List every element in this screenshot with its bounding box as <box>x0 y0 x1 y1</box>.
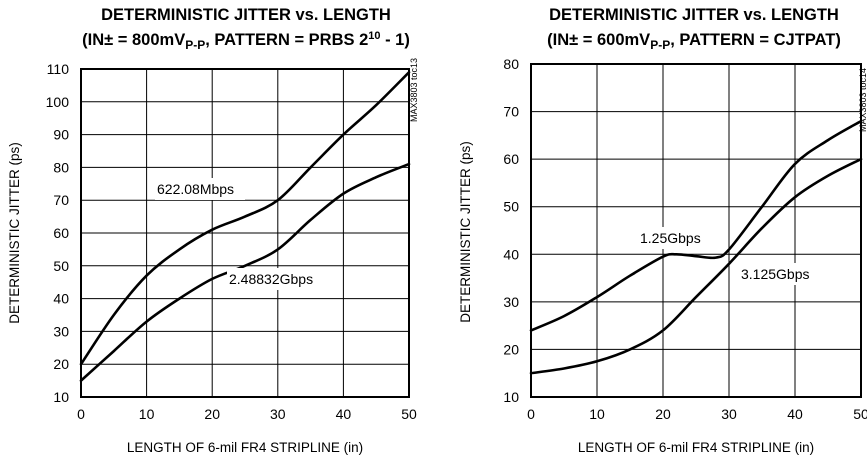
chart-right-y-tick-2: 30 <box>503 294 519 310</box>
chart-right-subtitle-c: , PATTERN = CJTPAT) <box>670 31 841 49</box>
chart-right-y-tick-0: 10 <box>503 389 519 405</box>
chart-left-y-tick-1: 20 <box>53 356 69 372</box>
chart-left-y-tick-7: 80 <box>53 159 69 175</box>
chart-right-curve-3-125gbps <box>529 157 863 375</box>
chart-right-y-tick-4: 50 <box>503 199 519 215</box>
chart-left-y-tick-3: 40 <box>53 291 69 307</box>
chart-left-x-ticks: 0 10 20 30 40 50 <box>77 406 417 422</box>
chart-left-y-tick-2: 30 <box>53 323 69 339</box>
chart-left-series-label-2488: 2.48832Gbps <box>229 271 313 287</box>
chart-left-label-bg-2 <box>227 268 316 290</box>
chart-right-label-bg-2 <box>739 263 815 285</box>
chart-left-x-axis-label: LENGTH OF 6-mil FR4 STRIPLINE (in) <box>127 440 363 455</box>
chart-left-subtitle-e: - 1) <box>381 31 410 49</box>
chart-left-y-tick-0: 10 <box>53 389 69 405</box>
chart-left-x-tick-4: 40 <box>336 406 352 422</box>
chart-right-x-tick-1: 10 <box>589 406 605 422</box>
chart-right-curve-1-25gbps <box>529 119 863 332</box>
chart-right-x-axis-label: LENGTH OF 6-mil FR4 STRIPLINE (in) <box>578 440 814 455</box>
chart-right-y-tick-3: 40 <box>503 246 519 262</box>
chart-right: DETERMINISTIC JITTER vs. LENGTH (IN± = 6… <box>458 6 867 455</box>
chart-right-label-bg-1 <box>638 227 706 249</box>
chart-right-y-tick-5: 60 <box>503 151 519 167</box>
chart-left-plot-frame <box>80 68 410 398</box>
chart-left-y-tick-6: 70 <box>53 192 69 208</box>
chart-left-curve-622-08mbps <box>79 71 411 366</box>
chart-left-y-tick-9: 100 <box>46 94 70 110</box>
chart-right-x-ticks: 0 10 20 30 40 50 <box>527 406 867 422</box>
chart-left-y-tick-10: 110 <box>47 61 70 77</box>
chart-right-curves <box>529 119 863 375</box>
chart-left-y-tick-8: 90 <box>53 127 69 143</box>
chart-left-subtitle-a: (IN± = 800mV <box>82 31 185 49</box>
chart-left-watermark: MAX3803 toc13 <box>409 58 419 122</box>
chart-right-series-label-3125: 3.125Gbps <box>741 266 810 282</box>
chart-right-watermark: MAX3803 toc14 <box>858 68 867 132</box>
chart-right-y-tick-6: 70 <box>503 104 519 120</box>
chart-left-x-tick-5: 50 <box>401 406 417 422</box>
chart-right-subtitle-a: (IN± = 600mV <box>547 31 650 49</box>
chart-right-subtitle: (IN± = 600mVP-P, PATTERN = CJTPAT) <box>547 31 841 52</box>
chart-left-subtitle-b: P-P <box>185 38 205 52</box>
chart-right-x-tick-2: 20 <box>655 406 671 422</box>
chart-right-y-tick-1: 20 <box>503 341 519 357</box>
chart-left-series-label-622: 622.08Mbps <box>157 181 234 197</box>
chart-right-title: DETERMINISTIC JITTER vs. LENGTH <box>549 6 839 24</box>
chart-left-y-axis-label: DETERMINISTIC JITTER (ps) <box>7 142 22 324</box>
chart-left-x-tick-0: 0 <box>77 406 85 422</box>
chart-right-x-tick-4: 40 <box>787 406 803 422</box>
chart-right-y-ticks: 10 20 30 40 50 60 70 80 <box>503 56 519 405</box>
chart-right-y-tick-7: 80 <box>503 56 519 72</box>
chart-right-series-label-125: 1.25Gbps <box>640 230 701 246</box>
chart-left-y-ticks: 10 20 30 40 50 60 70 80 90 100 110 <box>46 61 70 405</box>
chart-left-curve-2-48832gbps <box>79 162 411 382</box>
chart-left-x-tick-3: 30 <box>270 406 286 422</box>
chart-right-subtitle-b: P-P <box>650 38 670 52</box>
chart-right-x-tick-0: 0 <box>527 406 535 422</box>
chart-left: DETERMINISTIC JITTER vs. LENGTH (IN± = 8… <box>7 6 419 455</box>
chart-left-curves <box>79 71 411 382</box>
chart-left-x-tick-1: 10 <box>139 406 155 422</box>
chart-left-subtitle-c: , PATTERN = PRBS 2 <box>205 31 368 49</box>
chart-right-x-tick-5: 50 <box>853 406 867 422</box>
chart-left-label-bg-1 <box>155 178 245 200</box>
chart-left-x-tick-2: 20 <box>204 406 220 422</box>
chart-right-x-tick-3: 30 <box>721 406 737 422</box>
chart-left-y-tick-5: 60 <box>53 225 69 241</box>
chart-left-title: DETERMINISTIC JITTER vs. LENGTH <box>101 6 391 24</box>
chart-right-y-axis-label: DETERMINISTIC JITTER (ps) <box>458 141 473 323</box>
chart-left-y-tick-4: 50 <box>53 258 69 274</box>
chart-right-plot-frame <box>530 63 862 398</box>
chart-left-subtitle-d: 10 <box>368 30 380 42</box>
chart-left-subtitle: (IN± = 800mVP-P, PATTERN = PRBS 210 - 1) <box>82 30 410 52</box>
